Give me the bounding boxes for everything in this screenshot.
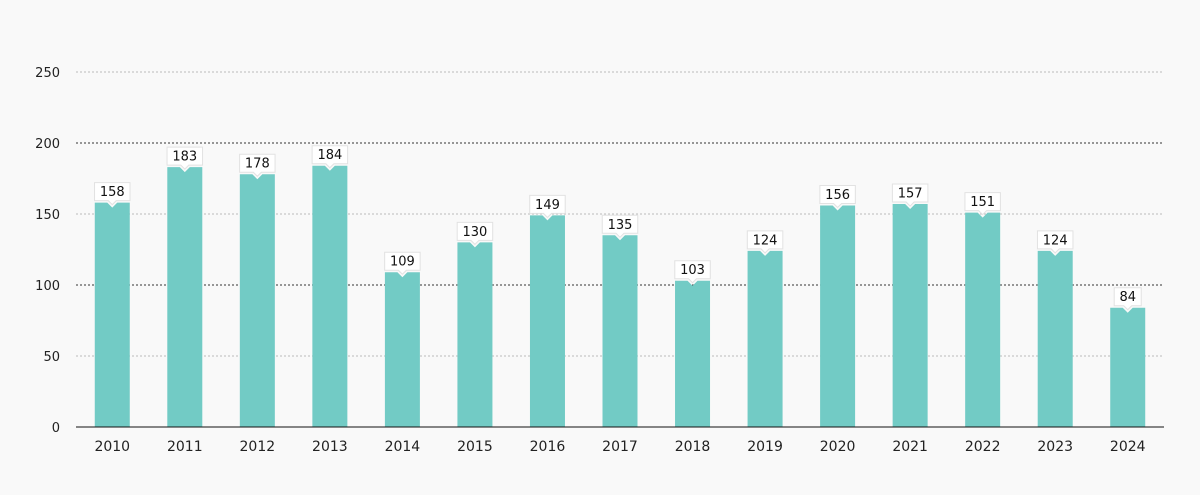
data-label-box xyxy=(674,260,711,284)
data-label: 84 xyxy=(1113,287,1142,311)
data-label-text: 158 xyxy=(100,185,125,200)
data-label-box xyxy=(964,192,1001,216)
data-label-text: 184 xyxy=(317,148,342,163)
data-label-text: 130 xyxy=(463,225,488,240)
data-label: 184 xyxy=(311,145,349,169)
data-label: 109 xyxy=(384,251,421,275)
x-tick-label: 2012 xyxy=(240,439,276,455)
bar xyxy=(384,272,420,427)
y-tick-label: 0 xyxy=(52,421,60,436)
bar xyxy=(529,215,565,427)
data-label-box xyxy=(601,214,639,239)
data-label-box xyxy=(891,183,929,207)
data-label-box xyxy=(166,146,204,170)
bar xyxy=(602,235,638,427)
data-labels: 158 183 178 184 109 130 149 135 103 124 156 157 151 1… xyxy=(94,145,1142,311)
data-label-box xyxy=(1036,230,1074,254)
bar xyxy=(965,212,1001,427)
bars xyxy=(94,165,1146,427)
data-label-text: 84 xyxy=(1119,290,1136,305)
x-tick-label: 2020 xyxy=(820,439,856,455)
bar xyxy=(167,167,203,427)
x-tick-label: 2011 xyxy=(167,439,203,455)
x-tick-label: 2015 xyxy=(457,439,493,455)
bar xyxy=(1037,250,1073,427)
data-label-text: 124 xyxy=(1043,233,1068,248)
data-label-box xyxy=(94,182,131,206)
x-tick-label: 2016 xyxy=(530,439,566,455)
data-label: 124 xyxy=(1036,230,1074,254)
y-tick-label: 200 xyxy=(35,137,60,152)
y-axis: 0 50 100 150 200 250 xyxy=(35,66,60,436)
data-label-box xyxy=(746,230,784,254)
data-label-text: 151 xyxy=(970,195,995,210)
data-label-text: 149 xyxy=(535,198,560,213)
bar xyxy=(747,250,783,427)
data-label-text: 156 xyxy=(825,188,850,203)
bar xyxy=(1110,307,1146,427)
y-tick-label: 150 xyxy=(35,208,60,223)
data-label-text: 178 xyxy=(245,157,270,172)
x-axis: 2010 2011 2012 2013 2014 2015 2016 2017 2018 2019… xyxy=(94,439,1145,455)
data-label-box xyxy=(311,145,349,169)
x-tick-label: 2022 xyxy=(965,439,1001,455)
bar xyxy=(94,202,130,427)
y-tick-label: 50 xyxy=(43,350,60,365)
data-label-box xyxy=(239,153,276,177)
x-tick-label: 2021 xyxy=(892,439,928,455)
bar xyxy=(892,204,928,427)
data-label: 156 xyxy=(819,184,856,209)
y-tick-label: 250 xyxy=(35,66,60,81)
x-tick-label: 2010 xyxy=(94,439,130,455)
y-tick-label: 100 xyxy=(35,279,60,294)
x-tick-label: 2024 xyxy=(1110,439,1146,455)
bar xyxy=(675,280,711,427)
data-label: 130 xyxy=(456,221,494,246)
data-label-text: 183 xyxy=(172,150,197,165)
bar xyxy=(457,242,493,427)
data-label: 135 xyxy=(601,214,639,239)
data-label: 178 xyxy=(239,153,276,177)
data-label-text: 109 xyxy=(390,255,415,270)
data-label-text: 103 xyxy=(680,263,705,278)
bar xyxy=(820,205,856,427)
x-tick-label: 2023 xyxy=(1037,439,1073,455)
x-tick-label: 2019 xyxy=(747,439,783,455)
x-tick-label: 2017 xyxy=(602,439,638,455)
data-label-text: 124 xyxy=(753,233,778,248)
data-label-box xyxy=(1113,287,1142,311)
x-tick-label: 2014 xyxy=(385,439,421,455)
data-label: 183 xyxy=(166,146,204,170)
data-label-box xyxy=(819,184,856,209)
x-tick-label: 2018 xyxy=(675,439,711,455)
bar xyxy=(312,165,348,427)
data-label-box xyxy=(384,251,421,275)
data-label-text: 157 xyxy=(898,187,923,202)
data-label: 149 xyxy=(529,194,566,219)
data-label: 124 xyxy=(746,230,784,254)
data-label: 158 xyxy=(94,182,131,206)
x-tick-label: 2013 xyxy=(312,439,348,455)
data-label: 157 xyxy=(891,183,929,207)
bar xyxy=(239,174,275,427)
data-label-box xyxy=(529,194,566,219)
data-label: 151 xyxy=(964,192,1001,216)
data-label-text: 135 xyxy=(608,218,633,233)
data-label-box xyxy=(456,221,494,246)
data-label: 103 xyxy=(674,260,711,284)
